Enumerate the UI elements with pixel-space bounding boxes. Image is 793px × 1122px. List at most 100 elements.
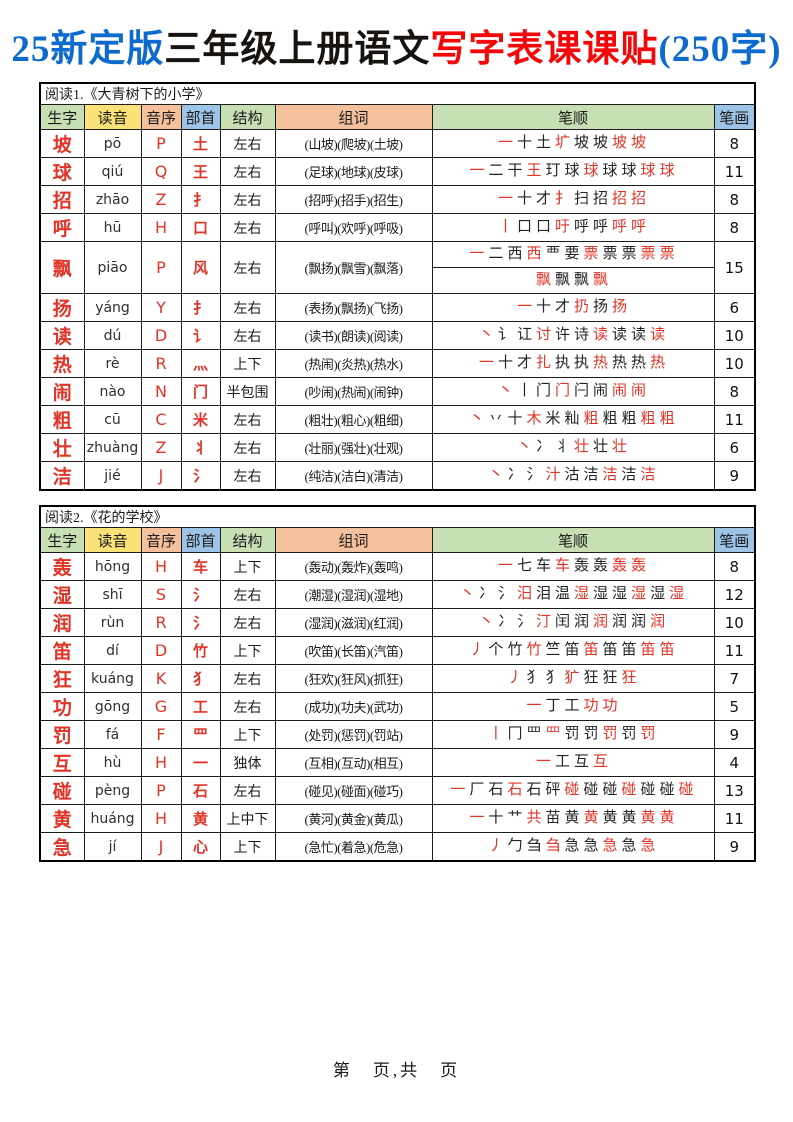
stroke-glyph: 口 (516, 219, 533, 235)
pinyin-cell: pèng (83, 776, 142, 805)
stroke-glyph: 笛 (659, 642, 676, 658)
structure-cell: 上下 (219, 349, 276, 378)
structure-cell: 左右 (219, 776, 276, 805)
stroke-glyph: 丬 (554, 439, 571, 455)
stroke-glyph: 票 (621, 246, 638, 262)
char-cell: 急 (39, 832, 85, 862)
stroke-glyph: 互 (593, 754, 610, 770)
stroke-glyph: 温 (554, 586, 571, 602)
stroke-glyph: 才 (535, 191, 552, 207)
initial-cell: D (140, 321, 182, 350)
stroke-count-cell: 8 (713, 129, 756, 158)
stroke-order-line: 一工互互 (433, 750, 713, 775)
stroke-glyph: 湿 (574, 586, 591, 602)
stroke-glyph: 共 (526, 810, 543, 826)
words-cell: (招呼)(招手)(招生) (274, 185, 433, 214)
pinyin-cell: yáng (83, 293, 142, 322)
column-header-8: 笔画 (713, 104, 756, 130)
table-caption: 阅读1.《大青树下的小学》 (39, 82, 756, 105)
stroke-glyph: 石 (488, 782, 505, 798)
words-cell: (互相)(互动)(相互) (274, 748, 433, 777)
words-cell: (急忙)(着急)(危急) (274, 832, 433, 862)
stroke-glyph: 一 (497, 135, 514, 151)
stroke-glyph: 车 (535, 558, 552, 574)
stroke-glyph: 飘 (535, 272, 552, 288)
table-row: 罚 fá F 罒上下 (处罚)(惩罚)(罚站) 丨冂罒罒罚罚罚罚罚 9 (39, 720, 756, 749)
stroke-glyph: 一 (469, 810, 486, 826)
stroke-count-cell: 5 (713, 692, 756, 721)
stroke-glyph: 汀 (535, 614, 552, 630)
stroke-glyph: 坡 (593, 135, 610, 151)
pinyin-cell: hōng (83, 552, 142, 581)
pinyin-cell: kuáng (83, 664, 142, 693)
column-header-4: 部首 (180, 104, 221, 130)
stroke-glyph: 洁 (602, 467, 619, 483)
initial-cell: F (140, 720, 182, 749)
stroke-glyph: 执 (554, 355, 571, 371)
column-header-7: 笔顺 (431, 104, 715, 130)
stroke-count-cell: 4 (713, 748, 756, 777)
stroke-glyph: 刍 (545, 838, 562, 854)
stroke-glyph: 讧 (516, 327, 533, 343)
radical-cell: 竹 (180, 636, 221, 665)
stroke-order-cell: 丶冫氵汁沽洁洁洁洁 (431, 461, 715, 491)
stroke-order-cell: 一二干王玎球球球球球球 (431, 157, 715, 186)
stroke-glyph: 石 (526, 782, 543, 798)
stroke-glyph: 西 (507, 246, 524, 262)
stroke-glyph: 二 (488, 163, 505, 179)
stroke-glyph: 扎 (535, 355, 552, 371)
stroke-order-cell: 丶丷十木米籼粗粗粗粗粗 (431, 405, 715, 434)
stroke-count-cell: 13 (713, 776, 756, 805)
stroke-glyph: 丁 (545, 698, 562, 714)
radical-cell: 土 (180, 129, 221, 158)
table-row: 狂 kuáng K 犭左右 (狂欢)(狂风)(抓狂) 丿犭犭犷狂狂狂 7 (39, 664, 756, 693)
stroke-glyph: 竹 (526, 642, 543, 658)
stroke-glyph: 玎 (545, 163, 562, 179)
stroke-order-cell: 丶冫氵汀闰润润润润润 (431, 608, 715, 637)
stroke-count-cell: 11 (713, 804, 756, 833)
radical-cell: 米 (180, 405, 221, 434)
stroke-glyph: 汨 (516, 586, 533, 602)
stroke-count-cell: 9 (713, 461, 756, 491)
stroke-order-line: 丿犭犭犷狂狂狂 (433, 666, 713, 691)
radical-cell: 罒 (180, 720, 221, 749)
radical-cell: 一 (180, 748, 221, 777)
stroke-order-cell: 一十才扌扫招招招 (431, 185, 715, 214)
structure-cell: 上下 (219, 636, 276, 665)
stroke-glyph: 罚 (621, 726, 638, 742)
stroke-glyph: 个 (488, 642, 505, 658)
pinyin-cell: dí (83, 636, 142, 665)
radical-cell: 心 (180, 832, 221, 862)
stroke-glyph: 罚 (640, 726, 657, 742)
stroke-glyph: 湿 (650, 586, 667, 602)
stroke-glyph: 勹 (507, 838, 524, 854)
stroke-glyph: 要 (564, 246, 581, 262)
char-cell: 黄 (39, 804, 85, 833)
stroke-glyph: 扬 (612, 299, 629, 315)
words-cell: (飘扬)(飘雪)(飘落) (274, 241, 433, 294)
stroke-glyph: 丨 (497, 219, 514, 235)
stroke-order-line: 丿勹刍刍急急急急急 (433, 834, 713, 859)
pinyin-cell: pō (83, 129, 142, 158)
stroke-glyph: 票 (659, 246, 676, 262)
stroke-glyph: 票 (583, 246, 600, 262)
table-row: 热 rè R 灬上下 (热闹)(炎热)(热水) 一十才扎执执热热热热 10 (39, 349, 756, 378)
title-suffix: (250字) (658, 29, 782, 70)
structure-cell: 左右 (219, 129, 276, 158)
stroke-glyph: 黄 (564, 810, 581, 826)
stroke-order-cell: 丶丨门门闩闹闹闹 (431, 377, 715, 406)
stroke-glyph: 球 (621, 163, 638, 179)
radical-cell: 王 (180, 157, 221, 186)
stroke-glyph: 工 (554, 754, 571, 770)
pinyin-cell: gōng (83, 692, 142, 721)
writing-table-2: 阅读2.《花的学校》 生字 读音 音序 部首 结构 组词 笔顺 笔画轰 hōng H 车上下 (轰动)(… (39, 505, 756, 862)
radical-cell: 犭 (180, 664, 221, 693)
stroke-glyph: 碰 (583, 782, 600, 798)
initial-cell: D (140, 636, 182, 665)
stroke-order-cell: 丿勹刍刍急急急急急 (431, 832, 715, 862)
stroke-glyph: 飘 (554, 272, 571, 288)
stroke-order-line: 丶丨门门闩闹闹闹 (433, 379, 713, 404)
stroke-glyph: 洁 (640, 467, 657, 483)
stroke-glyph: 呼 (631, 219, 648, 235)
table-row: 球 qiú Q 王左右 (足球)(地球)(皮球) 一二干王玎球球球球球球 11 (39, 157, 756, 186)
